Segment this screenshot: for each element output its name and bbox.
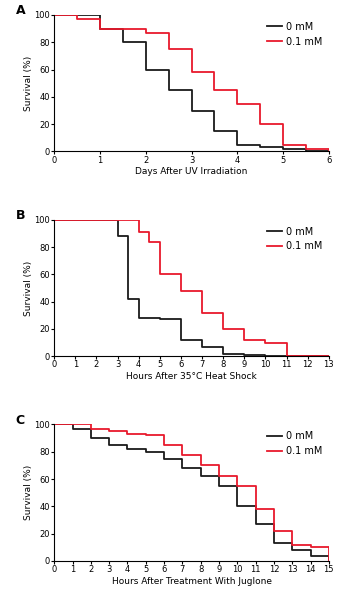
0 mM — [166, 86, 171, 94]
0 mM — [52, 11, 56, 19]
Line: 0.1 mM: 0.1 mM — [54, 424, 329, 561]
0 mM — [126, 295, 130, 302]
0 mM — [162, 455, 166, 462]
Y-axis label: Survival (%): Survival (%) — [24, 56, 33, 111]
0 mM — [200, 343, 204, 350]
0.1 mM — [308, 544, 313, 551]
0.1 mM — [116, 216, 120, 223]
Line: 0 mM: 0 mM — [54, 15, 329, 151]
0.1 mM — [147, 238, 151, 245]
0.1 mM — [52, 216, 56, 223]
0.1 mM — [327, 353, 331, 360]
0 mM — [125, 445, 129, 452]
0 mM — [235, 503, 239, 510]
0.1 mM — [242, 336, 246, 343]
0.1 mM — [179, 287, 183, 295]
0.1 mM — [144, 29, 148, 37]
Line: 0 mM: 0 mM — [54, 220, 329, 356]
0.1 mM — [125, 430, 129, 437]
0 mM — [272, 539, 276, 547]
0 mM — [258, 144, 262, 151]
0 mM — [327, 557, 331, 565]
0 mM — [190, 107, 194, 114]
Text: B: B — [16, 209, 25, 222]
0 mM — [199, 473, 203, 480]
0.1 mM — [284, 353, 288, 360]
0.1 mM — [158, 271, 162, 278]
0 mM — [158, 316, 162, 323]
0.1 mM — [166, 46, 171, 53]
Line: 0.1 mM: 0.1 mM — [54, 220, 329, 356]
0.1 mM — [304, 145, 308, 152]
0 mM — [179, 336, 183, 343]
0 mM — [263, 353, 267, 360]
0.1 mM — [75, 16, 79, 23]
0.1 mM — [221, 325, 225, 332]
0 mM — [304, 148, 308, 155]
Text: A: A — [16, 4, 25, 17]
0 mM — [52, 216, 56, 223]
0.1 mM — [212, 86, 216, 94]
0 mM — [116, 233, 120, 240]
X-axis label: Days After UV Irradiation: Days After UV Irradiation — [135, 167, 248, 176]
Text: C: C — [16, 413, 25, 427]
0.1 mM — [263, 339, 267, 346]
0 mM — [89, 434, 93, 442]
0.1 mM — [217, 473, 221, 480]
X-axis label: Hours After 35°C Heat Shock: Hours After 35°C Heat Shock — [126, 372, 257, 381]
X-axis label: Hours After Treatment With Juglone: Hours After Treatment With Juglone — [112, 577, 272, 586]
0 mM — [254, 521, 258, 528]
0.1 mM — [144, 432, 148, 439]
0 mM — [290, 547, 294, 554]
0.1 mM — [327, 557, 331, 565]
0.1 mM — [199, 462, 203, 469]
Legend: 0 mM, 0.1 mM: 0 mM, 0.1 mM — [265, 224, 324, 253]
0 mM — [180, 464, 184, 472]
0.1 mM — [52, 421, 56, 428]
0 mM — [137, 314, 141, 322]
0 mM — [212, 127, 216, 134]
Y-axis label: Survival (%): Survival (%) — [24, 260, 33, 316]
Legend: 0 mM, 0.1 mM: 0 mM, 0.1 mM — [265, 20, 324, 49]
0 mM — [144, 448, 148, 455]
0.1 mM — [306, 353, 310, 360]
0.1 mM — [107, 428, 111, 435]
0.1 mM — [327, 148, 331, 155]
0.1 mM — [200, 309, 204, 316]
0.1 mM — [89, 425, 93, 432]
0.1 mM — [290, 541, 294, 548]
0 mM — [121, 38, 125, 46]
0.1 mM — [235, 100, 239, 107]
0 mM — [217, 482, 221, 490]
0 mM — [308, 552, 313, 559]
0 mM — [144, 66, 148, 73]
0.1 mM — [258, 121, 262, 128]
0 mM — [327, 353, 331, 360]
0 mM — [98, 25, 102, 32]
0.1 mM — [254, 506, 258, 513]
0 mM — [235, 141, 239, 148]
0.1 mM — [190, 69, 194, 76]
Y-axis label: Survival (%): Survival (%) — [24, 465, 33, 520]
Legend: 0 mM, 0.1 mM: 0 mM, 0.1 mM — [265, 430, 324, 458]
0 mM — [281, 145, 285, 152]
0 mM — [242, 351, 246, 358]
0 mM — [327, 148, 331, 155]
Line: 0 mM: 0 mM — [54, 424, 329, 561]
0.1 mM — [272, 527, 276, 535]
Line: 0.1 mM: 0.1 mM — [54, 15, 329, 151]
0 mM — [107, 442, 111, 449]
0 mM — [274, 353, 278, 360]
0.1 mM — [281, 141, 285, 148]
0.1 mM — [137, 229, 141, 236]
0.1 mM — [162, 442, 166, 449]
0 mM — [52, 421, 56, 428]
0 mM — [221, 350, 225, 357]
0.1 mM — [98, 25, 102, 32]
0.1 mM — [180, 451, 184, 458]
0.1 mM — [235, 482, 239, 490]
0.1 mM — [71, 421, 75, 428]
0 mM — [71, 425, 75, 432]
0.1 mM — [52, 11, 56, 19]
